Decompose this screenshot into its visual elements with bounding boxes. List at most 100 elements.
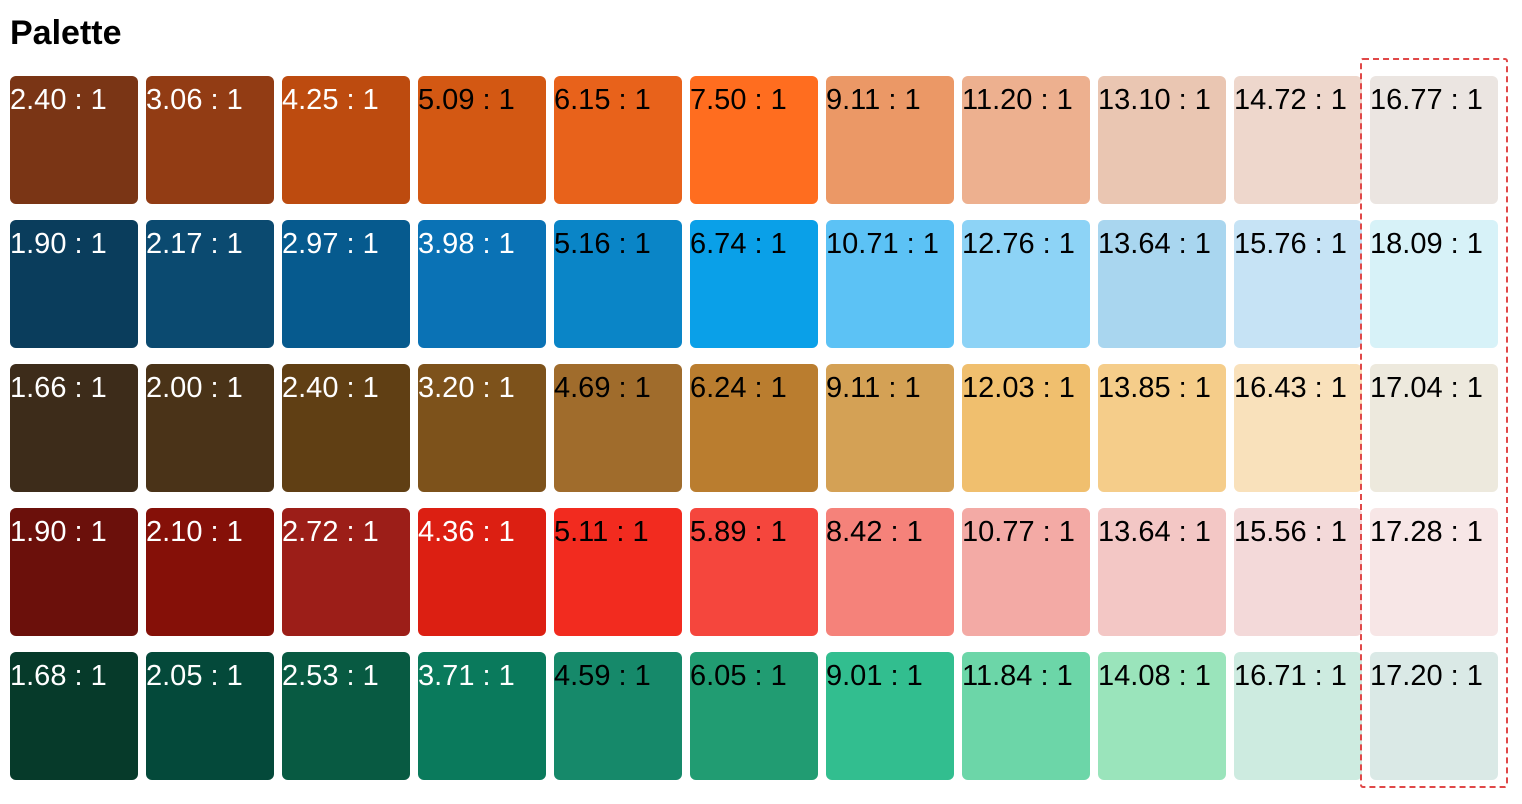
swatch: 3.71 : 1 (418, 652, 546, 780)
contrast-label: 2.00 : 1 (146, 372, 243, 404)
contrast-label: 2.40 : 1 (10, 84, 107, 116)
swatch: 17.04 : 1 (1370, 364, 1498, 492)
swatch: 2.10 : 1 (146, 508, 274, 636)
swatch: 5.89 : 1 (690, 508, 818, 636)
contrast-label: 3.71 : 1 (418, 660, 515, 692)
swatch: 4.36 : 1 (418, 508, 546, 636)
contrast-label: 2.10 : 1 (146, 516, 243, 548)
contrast-label: 11.84 : 1 (962, 660, 1073, 692)
swatch: 15.56 : 1 (1234, 508, 1362, 636)
contrast-label: 13.85 : 1 (1098, 372, 1211, 404)
contrast-label: 2.97 : 1 (282, 228, 379, 260)
swatch: 8.42 : 1 (826, 508, 954, 636)
contrast-label: 4.59 : 1 (554, 660, 651, 692)
swatch: 9.11 : 1 (826, 76, 954, 204)
contrast-label: 14.72 : 1 (1234, 84, 1347, 116)
contrast-label: 5.11 : 1 (554, 516, 649, 548)
swatch: 17.20 : 1 (1370, 652, 1498, 780)
contrast-label: 6.74 : 1 (690, 228, 787, 260)
contrast-label: 5.89 : 1 (690, 516, 787, 548)
swatch: 16.43 : 1 (1234, 364, 1362, 492)
swatch: 6.74 : 1 (690, 220, 818, 348)
swatch: 7.50 : 1 (690, 76, 818, 204)
swatch: 2.17 : 1 (146, 220, 274, 348)
swatch: 6.15 : 1 (554, 76, 682, 204)
swatch: 2.00 : 1 (146, 364, 274, 492)
swatch: 4.25 : 1 (282, 76, 410, 204)
contrast-label: 14.08 : 1 (1098, 660, 1211, 692)
contrast-label: 2.53 : 1 (282, 660, 379, 692)
contrast-label: 1.90 : 1 (10, 516, 107, 548)
contrast-label: 13.64 : 1 (1098, 516, 1211, 548)
swatch: 10.77 : 1 (962, 508, 1090, 636)
contrast-label: 10.71 : 1 (826, 228, 939, 260)
swatch: 13.85 : 1 (1098, 364, 1226, 492)
contrast-label: 7.50 : 1 (690, 84, 787, 116)
contrast-label: 6.15 : 1 (554, 84, 651, 116)
contrast-label: 3.06 : 1 (146, 84, 243, 116)
contrast-label: 15.56 : 1 (1234, 516, 1347, 548)
contrast-label: 3.98 : 1 (418, 228, 515, 260)
contrast-label: 16.71 : 1 (1234, 660, 1347, 692)
contrast-label: 2.05 : 1 (146, 660, 243, 692)
contrast-label: 11.20 : 1 (962, 84, 1073, 116)
swatch: 6.05 : 1 (690, 652, 818, 780)
swatch: 5.11 : 1 (554, 508, 682, 636)
swatch: 15.76 : 1 (1234, 220, 1362, 348)
swatch: 4.59 : 1 (554, 652, 682, 780)
contrast-label: 9.01 : 1 (826, 660, 923, 692)
contrast-label: 9.11 : 1 (826, 84, 921, 116)
swatch: 11.84 : 1 (962, 652, 1090, 780)
contrast-label: 12.76 : 1 (962, 228, 1075, 260)
swatch: 12.03 : 1 (962, 364, 1090, 492)
contrast-label: 6.24 : 1 (690, 372, 787, 404)
swatch: 9.11 : 1 (826, 364, 954, 492)
swatch: 3.20 : 1 (418, 364, 546, 492)
swatch: 18.09 : 1 (1370, 220, 1498, 348)
contrast-label: 4.69 : 1 (554, 372, 651, 404)
swatch: 10.71 : 1 (826, 220, 954, 348)
swatch: 3.06 : 1 (146, 76, 274, 204)
swatch: 3.98 : 1 (418, 220, 546, 348)
contrast-label: 2.17 : 1 (146, 228, 243, 260)
swatch: 14.08 : 1 (1098, 652, 1226, 780)
swatch: 13.10 : 1 (1098, 76, 1226, 204)
contrast-label: 12.03 : 1 (962, 372, 1075, 404)
swatch: 1.66 : 1 (10, 364, 138, 492)
swatch: 2.97 : 1 (282, 220, 410, 348)
contrast-label: 9.11 : 1 (826, 372, 921, 404)
contrast-label: 2.40 : 1 (282, 372, 379, 404)
contrast-label: 2.72 : 1 (282, 516, 379, 548)
contrast-label: 10.77 : 1 (962, 516, 1075, 548)
swatch: 4.69 : 1 (554, 364, 682, 492)
swatch: 11.20 : 1 (962, 76, 1090, 204)
swatch: 2.40 : 1 (10, 76, 138, 204)
contrast-label: 13.64 : 1 (1098, 228, 1211, 260)
swatch: 13.64 : 1 (1098, 508, 1226, 636)
title: Palette (10, 14, 122, 52)
contrast-label: 16.77 : 1 (1370, 84, 1483, 116)
contrast-label: 18.09 : 1 (1370, 228, 1483, 260)
contrast-label: 5.09 : 1 (418, 84, 515, 116)
swatch: 5.16 : 1 (554, 220, 682, 348)
swatch: 9.01 : 1 (826, 652, 954, 780)
contrast-label: 17.04 : 1 (1370, 372, 1483, 404)
contrast-label: 4.36 : 1 (418, 516, 515, 548)
contrast-label: 1.90 : 1 (10, 228, 107, 260)
contrast-label: 17.28 : 1 (1370, 516, 1483, 548)
column-highlight (1360, 58, 1508, 788)
swatch: 2.05 : 1 (146, 652, 274, 780)
swatch: 5.09 : 1 (418, 76, 546, 204)
contrast-label: 16.43 : 1 (1234, 372, 1347, 404)
swatch: 1.90 : 1 (10, 220, 138, 348)
swatch: 1.90 : 1 (10, 508, 138, 636)
contrast-label: 13.10 : 1 (1098, 84, 1211, 116)
swatch: 16.77 : 1 (1370, 76, 1498, 204)
contrast-label: 6.05 : 1 (690, 660, 787, 692)
swatch: 2.72 : 1 (282, 508, 410, 636)
swatch: 16.71 : 1 (1234, 652, 1362, 780)
contrast-label: 4.25 : 1 (282, 84, 379, 116)
contrast-label: 3.20 : 1 (418, 372, 515, 404)
contrast-label: 1.68 : 1 (10, 660, 107, 692)
